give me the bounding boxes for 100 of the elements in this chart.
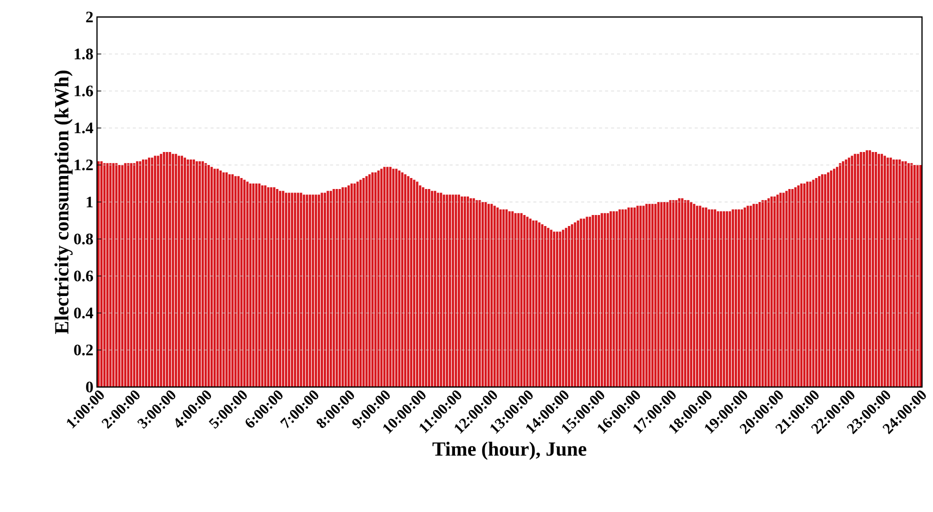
bar	[740, 209, 743, 387]
bar	[112, 163, 115, 387]
bar	[424, 189, 428, 387]
bar	[133, 163, 136, 387]
bar	[249, 184, 252, 387]
bar	[672, 200, 674, 387]
bar	[806, 182, 809, 387]
bar	[320, 192, 324, 387]
bar	[407, 176, 410, 387]
bar	[526, 216, 529, 387]
y-tick-label: 0.8	[74, 234, 93, 244]
y-axis-title: Electricity consumption (kWh)	[54, 70, 73, 334]
bar	[148, 158, 150, 387]
bar	[818, 176, 820, 387]
bar	[487, 204, 490, 387]
bar	[282, 190, 284, 387]
bar	[428, 189, 430, 387]
bar	[464, 196, 466, 387]
bar	[746, 206, 749, 387]
bar	[208, 165, 210, 387]
y-tick-label: 0.2	[74, 344, 93, 356]
bar	[880, 154, 883, 387]
bar	[627, 208, 630, 387]
bar	[460, 196, 464, 387]
bar	[418, 185, 422, 387]
bar	[874, 152, 878, 387]
bar	[824, 174, 826, 387]
bar	[478, 200, 481, 387]
bar	[219, 170, 222, 387]
bar	[770, 196, 773, 387]
bar	[416, 182, 418, 387]
bar	[538, 222, 540, 387]
bar	[404, 174, 406, 387]
bar	[115, 163, 118, 387]
bar	[142, 159, 144, 387]
bar	[386, 166, 389, 387]
bar	[318, 194, 320, 387]
bar	[324, 192, 326, 387]
bar	[395, 168, 398, 387]
bar	[624, 209, 627, 387]
bar	[892, 159, 895, 387]
bar	[752, 204, 755, 387]
bar	[326, 190, 329, 387]
bar	[622, 209, 624, 387]
bar	[490, 204, 493, 387]
bar	[690, 202, 692, 387]
bar	[702, 208, 704, 387]
bar	[886, 158, 889, 387]
bar	[118, 165, 120, 387]
bar	[213, 168, 216, 387]
y-tick-label: 1.8	[74, 48, 93, 60]
bar	[109, 163, 112, 387]
bar	[186, 159, 189, 387]
bar	[758, 202, 761, 387]
bar	[896, 159, 898, 387]
y-tick-label: 1.4	[74, 122, 94, 134]
bar	[550, 230, 552, 387]
bar	[264, 185, 266, 387]
bar	[598, 214, 600, 387]
bar	[800, 184, 803, 387]
x-axis-title: Time (hour), June	[432, 442, 586, 460]
bar	[144, 159, 148, 387]
bar	[633, 208, 636, 387]
bar	[178, 156, 180, 387]
bar	[606, 213, 609, 387]
bar	[410, 178, 412, 387]
y-tick-label: 0	[86, 382, 93, 392]
bar	[332, 189, 335, 387]
bar	[630, 208, 633, 387]
bar	[618, 209, 621, 387]
bar	[592, 214, 594, 387]
bar	[270, 187, 272, 387]
bar	[738, 209, 740, 387]
bar	[258, 184, 260, 387]
bar	[413, 180, 416, 387]
bar	[884, 156, 886, 387]
bar	[496, 208, 499, 387]
bar	[350, 184, 353, 387]
bar	[338, 189, 341, 387]
bar	[190, 159, 192, 387]
bar	[600, 213, 603, 387]
bar	[809, 182, 812, 387]
y-tick-label: 0.6	[74, 270, 94, 282]
bar	[336, 189, 338, 387]
bar	[698, 206, 702, 387]
bar	[830, 170, 832, 387]
bar	[556, 232, 558, 387]
bar	[678, 198, 680, 387]
bar	[476, 200, 478, 387]
bar	[204, 163, 207, 387]
bar	[198, 161, 201, 387]
y-tick-label: 0.4	[74, 308, 94, 318]
bar	[547, 228, 550, 387]
bar	[767, 198, 770, 387]
bar	[836, 166, 838, 387]
bar	[866, 150, 868, 387]
y-tick-label: 1	[86, 196, 93, 208]
bar	[553, 232, 556, 387]
bar	[558, 232, 562, 387]
bar	[890, 158, 892, 387]
